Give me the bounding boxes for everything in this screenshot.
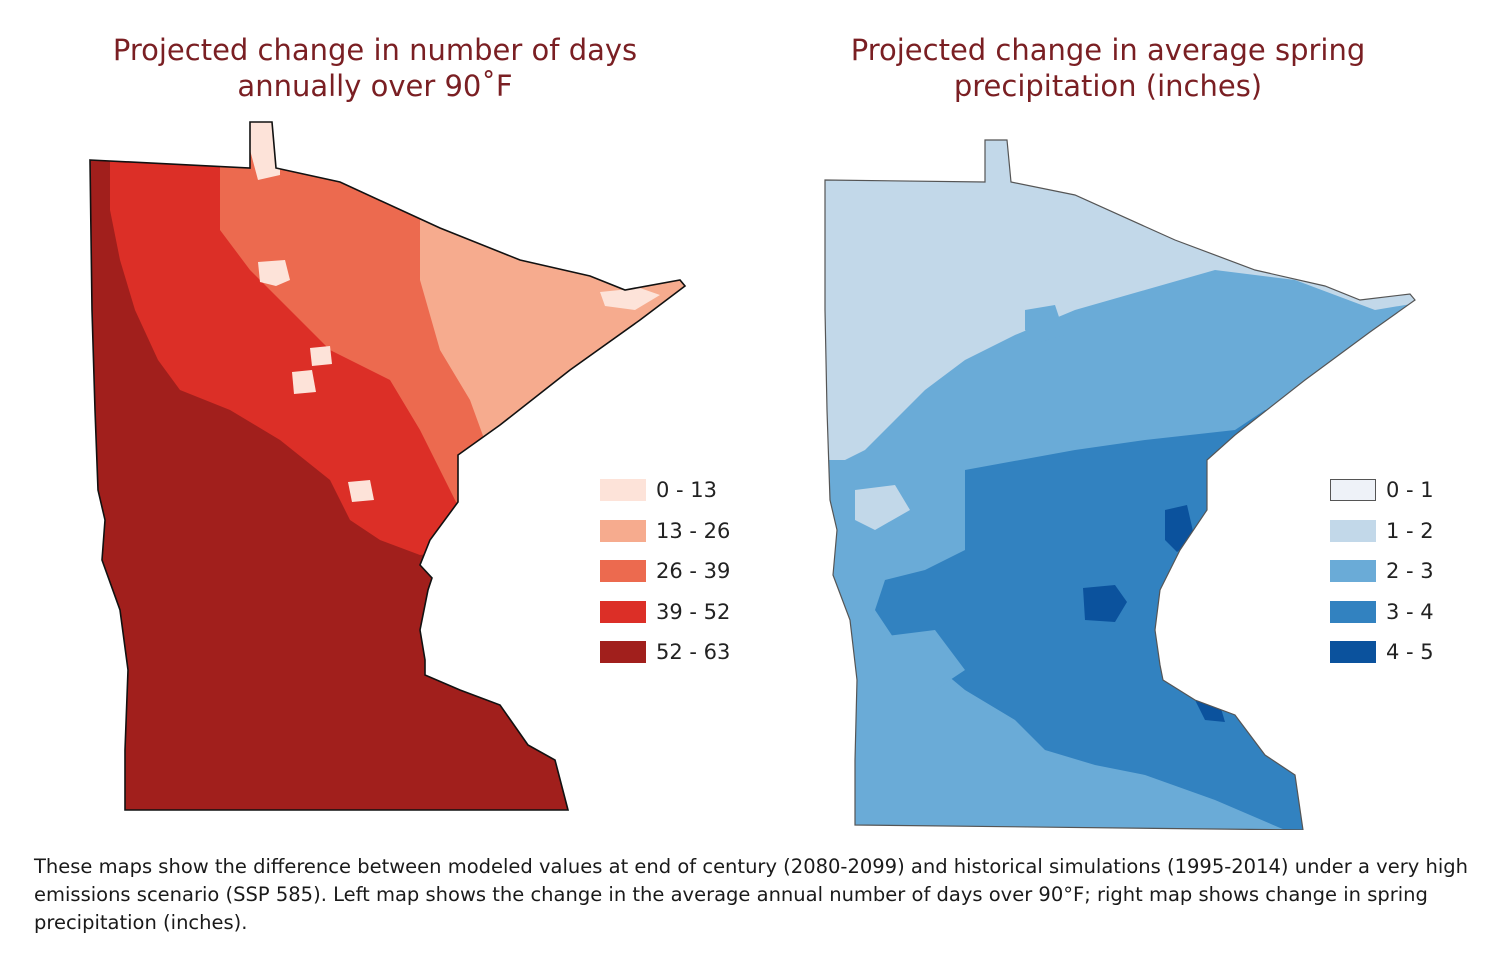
region-4-5-central: [1083, 585, 1127, 622]
region-13-26: [420, 220, 685, 510]
region-0-13-patch-d: [310, 346, 332, 366]
region-0-13-northeast: [600, 288, 660, 310]
heat-days-map: [89, 121, 686, 811]
left-map-title: Projected change in number of days annua…: [65, 32, 685, 104]
legend-label: 0 - 1: [1386, 478, 1434, 503]
spring-precipitation-map: [824, 139, 1416, 830]
legend-label: 1 - 2: [1386, 518, 1434, 543]
legend-item: 2 - 3: [1330, 551, 1434, 592]
legend-swatch: [600, 641, 646, 664]
legend-item: 0 - 1: [1330, 470, 1434, 511]
legend-label: 39 - 52: [656, 599, 731, 624]
legend-label: 2 - 3: [1386, 559, 1434, 584]
right-map-title: Projected change in average spring preci…: [798, 32, 1418, 104]
legend-item: 39 - 52: [600, 592, 730, 633]
legend-item: 4 - 5: [1330, 632, 1434, 673]
legend-item: 52 - 63: [600, 632, 730, 673]
legend-swatch: [600, 519, 646, 542]
legend-label: 26 - 39: [656, 559, 731, 584]
region-2-3-southwest: [855, 630, 965, 695]
precipitation-legend: 0 - 1 1 - 2 2 - 3 3 - 4 4 - 5: [1330, 470, 1434, 673]
left-map-title-line1: Projected change in number of days: [112, 33, 638, 67]
legend-item: 13 - 26: [600, 511, 730, 552]
legend-label: 13 - 26: [656, 518, 731, 543]
legend-swatch: [600, 600, 646, 623]
legend-swatch: [600, 560, 646, 583]
legend-swatch: [600, 479, 646, 502]
left-map-title-line2: annually over 90˚F: [237, 69, 513, 103]
right-map-title-line1: Projected change in average spring: [850, 33, 1366, 67]
heat-days-legend: 0 - 13 13 - 26 26 - 39 39 - 52 52 - 63: [600, 470, 730, 673]
legend-label: 4 - 5: [1386, 640, 1434, 665]
legend-swatch: [1330, 479, 1376, 502]
legend-swatch: [1330, 519, 1376, 542]
region-2-3-patch-north: [1025, 305, 1065, 342]
region-0-13-patch-c: [348, 480, 374, 502]
legend-label: 0 - 13: [656, 478, 718, 503]
legend-item: 3 - 4: [1330, 592, 1434, 633]
legend-swatch: [1330, 641, 1376, 664]
region-0-13-patch-a: [258, 260, 290, 286]
legend-swatch: [1330, 600, 1376, 623]
legend-item: 26 - 39: [600, 551, 730, 592]
legend-item: 0 - 13: [600, 470, 730, 511]
region-0-13-patch-b: [292, 370, 316, 394]
legend-item: 1 - 2: [1330, 511, 1434, 552]
legend-label: 3 - 4: [1386, 599, 1434, 624]
right-map-title-line2: precipitation (inches): [953, 69, 1263, 103]
figure-caption: These maps show the difference between m…: [34, 855, 1468, 934]
legend-label: 52 - 63: [656, 640, 731, 665]
legend-swatch: [1330, 560, 1376, 583]
region-1-2-patch-west: [855, 485, 910, 530]
